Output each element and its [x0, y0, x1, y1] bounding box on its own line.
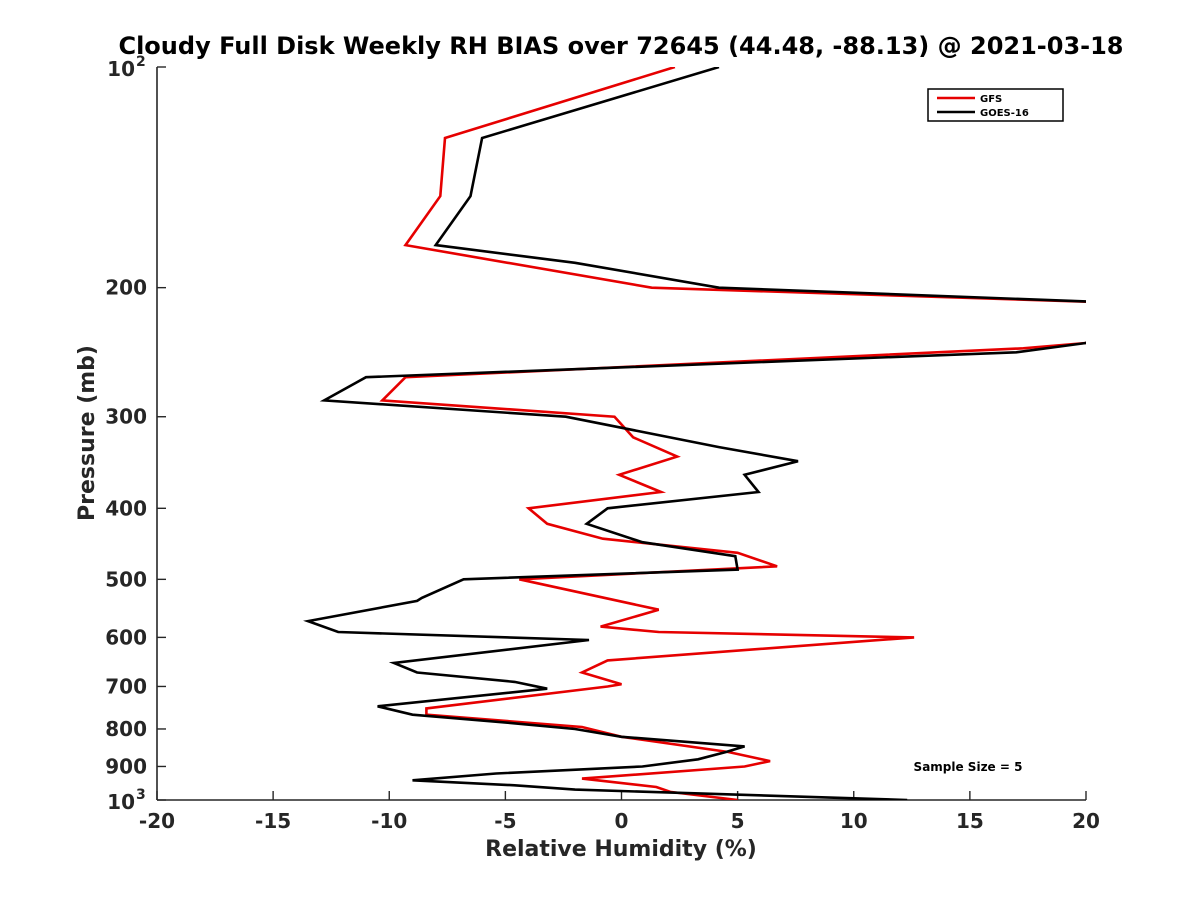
x-tick-label: 0	[615, 809, 629, 833]
y-tick-label: 800	[105, 717, 147, 741]
y-tick-label: 300	[105, 405, 147, 429]
legend-box	[927, 88, 1064, 122]
y-tick-label: 700	[105, 674, 147, 698]
x-tick-label: -5	[494, 809, 516, 833]
y-tick-label-exponent: 2	[136, 54, 146, 70]
legend-label: GFS	[980, 94, 1002, 105]
x-tick-label: 20	[1072, 809, 1100, 833]
y-tick-label-exponent: 3	[136, 787, 146, 803]
legend: GFS GOES-16	[927, 88, 1064, 122]
x-tick-label: -15	[255, 809, 291, 833]
y-tick-label: 400	[105, 496, 147, 520]
x-tick-label: 15	[956, 809, 984, 833]
x-tick-label: 10	[840, 809, 868, 833]
x-tick-label: -10	[371, 809, 407, 833]
series-line-goes-16	[303, 67, 1086, 800]
series-lines	[303, 67, 1086, 800]
x-tick-label: 5	[731, 809, 745, 833]
y-tick-label: 200	[105, 276, 147, 300]
y-axis-label: Pressure (mb)	[75, 345, 100, 521]
y-tick-label: 500	[105, 567, 147, 591]
y-tick-label: 900	[105, 754, 147, 778]
y-tick-label-base: 10	[107, 57, 135, 81]
x-axis-ticks: -20 -15 -10 -5 0 5 10 15 20	[139, 791, 1100, 833]
legend-label: GOES-16	[980, 108, 1029, 119]
chart-title: Cloudy Full Disk Weekly RH BIAS over 726…	[118, 32, 1123, 60]
y-tick-label-base: 10	[107, 790, 135, 814]
x-axis-label: Relative Humidity (%)	[485, 837, 757, 862]
series-line-gfs	[379, 67, 1086, 800]
sample-size-annotation: Sample Size = 5	[914, 760, 1023, 774]
y-tick-label: 600	[105, 625, 147, 649]
axes	[156, 67, 1086, 801]
x-tick-label: -20	[139, 809, 175, 833]
